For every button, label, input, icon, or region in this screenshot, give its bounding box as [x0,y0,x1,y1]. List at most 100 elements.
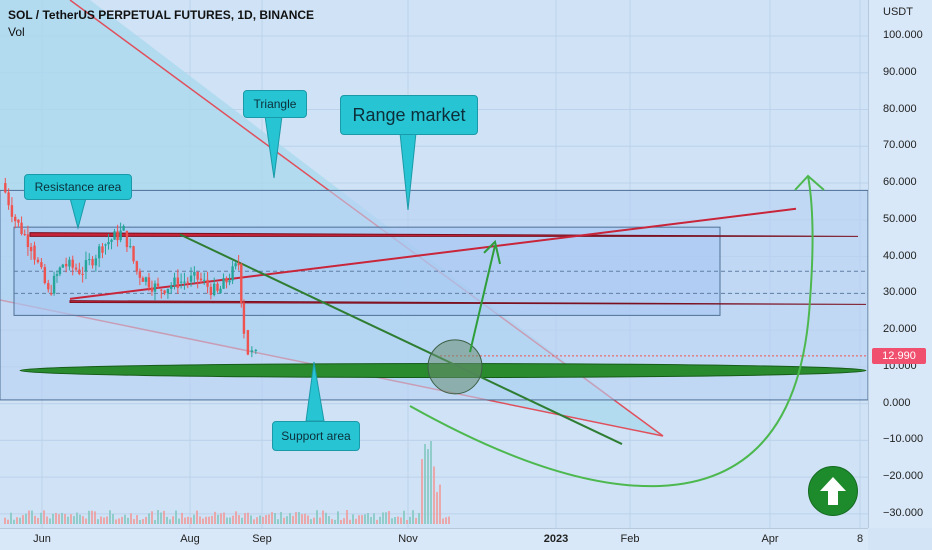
candle-body [186,281,189,283]
volume-bar [412,510,414,524]
volume-bar [385,512,387,524]
resistance-zone [29,232,859,237]
volume-bar [229,517,231,524]
volume-bar [433,466,435,524]
volume-bar [415,517,417,524]
time-axis[interactable]: Jun Aug Sep Nov 2023 Feb Apr 8 [0,528,868,550]
volume-bar [232,515,234,524]
volume-bar [325,512,327,524]
volume-bar [307,515,309,524]
candle-body [113,231,116,240]
candle-body [183,281,186,283]
volume-bar [346,510,348,524]
candle-body [179,281,183,283]
callout-triangle[interactable]: Triangle [243,90,307,118]
volume-bar [343,518,345,524]
time-tick-label: Nov [398,533,418,545]
bounce-arrow-line [469,245,496,353]
volume-bar [328,516,330,524]
price-tick-label: 30.000 [883,286,917,299]
volume-bar [154,519,156,524]
time-tick-label: Apr [761,533,779,545]
volume-bar [151,511,153,524]
candle-body [49,293,53,295]
volume-bar [136,515,138,524]
volume-bar [115,519,117,524]
volume-bar [25,513,27,524]
volume-bar [34,515,36,524]
candle-body [234,263,237,267]
volume-bar [424,443,426,524]
volume-bar [439,484,441,524]
candle-body [219,288,222,294]
price-plot[interactable] [0,0,868,528]
volume-bar [88,510,90,524]
candle-body [138,271,142,278]
candle-body [150,287,154,292]
volume-bar [49,518,51,524]
volume-bar [70,514,72,524]
volume-bar [76,512,78,524]
volume-bar [313,517,315,524]
bounce-arrow-head [483,239,501,265]
volume-bar [286,516,288,524]
volume-bar [79,514,81,524]
volume-bar [82,516,84,524]
volume-bar [358,515,360,524]
candle-body [176,277,180,288]
volume-bar [106,516,108,524]
volume-bar [145,516,147,524]
callout-support-area[interactable]: Support area [272,421,360,451]
volume-bar [268,514,270,524]
price-tick-label: 0.000 [883,396,911,409]
volume-bar [184,517,186,524]
recovery-arc [409,175,814,488]
candle-body [242,303,246,334]
callout-resistance-area[interactable]: Resistance area [24,174,132,200]
candle-body [163,290,166,294]
price-tick-label: 60.000 [883,176,917,189]
volume-bar [10,512,12,524]
volume-bar [256,517,258,524]
volume-bar [214,511,216,524]
candle-body [71,259,74,268]
candle-body [170,285,173,289]
volume-bar [322,510,324,524]
volume-bar [355,518,357,524]
candle-body [156,283,160,287]
volume-bar [58,514,60,524]
volume-bar [316,510,318,524]
candle-body [78,269,81,274]
volume-bar [205,516,207,524]
price-axis[interactable]: USDT 100.000 90.000 80.000 70.000 60.000 50.0… [868,0,932,528]
volume-bar [244,513,246,524]
volume-bar [175,510,177,524]
volume-bar [304,513,306,524]
volume-bar [16,517,18,524]
volume-bar [292,515,294,524]
candle-body [33,245,36,260]
volume-bar [319,517,321,524]
volume-bar [253,519,255,524]
volume-bar [196,510,198,524]
volume-bar [124,514,126,524]
volume-bar [349,519,351,524]
callout-range-market[interactable]: Range market [340,95,478,135]
volume-bar [130,513,132,524]
volume-bar [43,510,45,524]
candle-body [135,261,139,272]
volume-bar [277,519,279,524]
volume-bar [148,513,150,524]
volume-bar [448,516,450,524]
arrow-up-circle-icon[interactable] [808,466,858,516]
candle-body [206,279,209,287]
volume-bar [19,517,21,524]
volume-bar [103,517,105,524]
volume-bar [142,519,144,524]
volume-bar [340,519,342,524]
volume-bar [427,449,429,524]
candle-body [125,230,129,248]
volume-bar [400,517,402,524]
volume-bar [211,515,213,524]
volume-bar [91,510,93,524]
